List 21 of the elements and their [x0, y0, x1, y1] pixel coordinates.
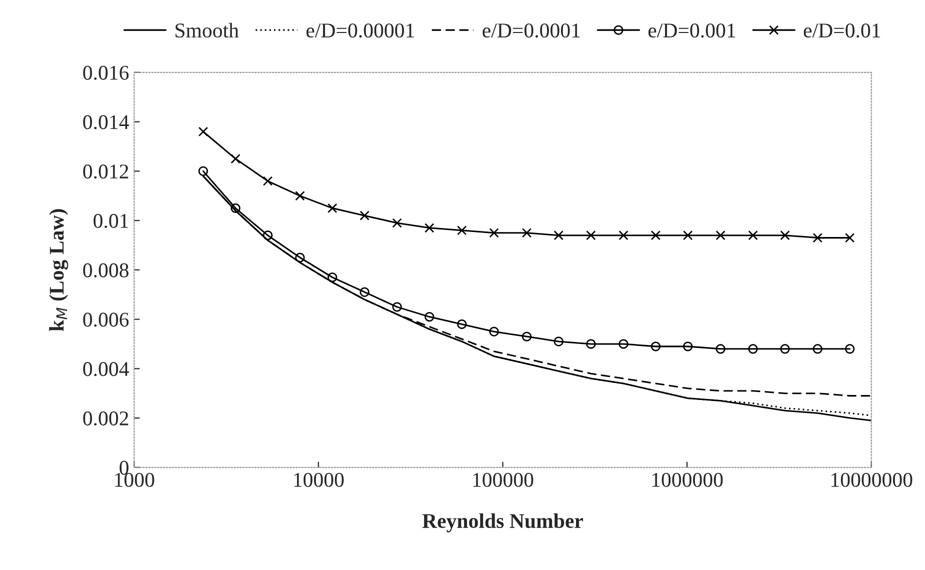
legend-label: e/D=0.0001 [482, 24, 580, 38]
legend-label: Smooth [176, 22, 239, 38]
y-tick-label: 0.004 [83, 362, 129, 376]
y-tick-label: 0.012 [83, 164, 128, 179]
y-tick-label: 0.002 [83, 411, 128, 426]
y-tick-label: 0 [120, 460, 128, 475]
legend-label: e/D=0.00001 [306, 24, 414, 38]
y-tick-label: 0.014 [83, 115, 129, 130]
y-tick-label: 0.01 [94, 214, 128, 228]
y-tick-label: 0.006 [83, 312, 129, 327]
x-tick-label: 10000 [294, 472, 344, 487]
y-tick-label: 0.008 [83, 263, 128, 278]
x-tick-label: 1000 [115, 472, 154, 487]
legend-label: e/D=0.01 [804, 24, 880, 38]
x-tick-label: 10000000 [832, 472, 912, 487]
x-tick-label: 100000 [473, 472, 534, 487]
y-tick-label: 0.016 [83, 66, 129, 80]
x-axis-title: Reynolds Number [422, 513, 584, 532]
y-axis-title: k$_{M}$ (Log Law) [49, 209, 68, 332]
legend-label: e/D=0.001 [648, 24, 736, 38]
x-tick-label: 1000000 [652, 472, 723, 487]
